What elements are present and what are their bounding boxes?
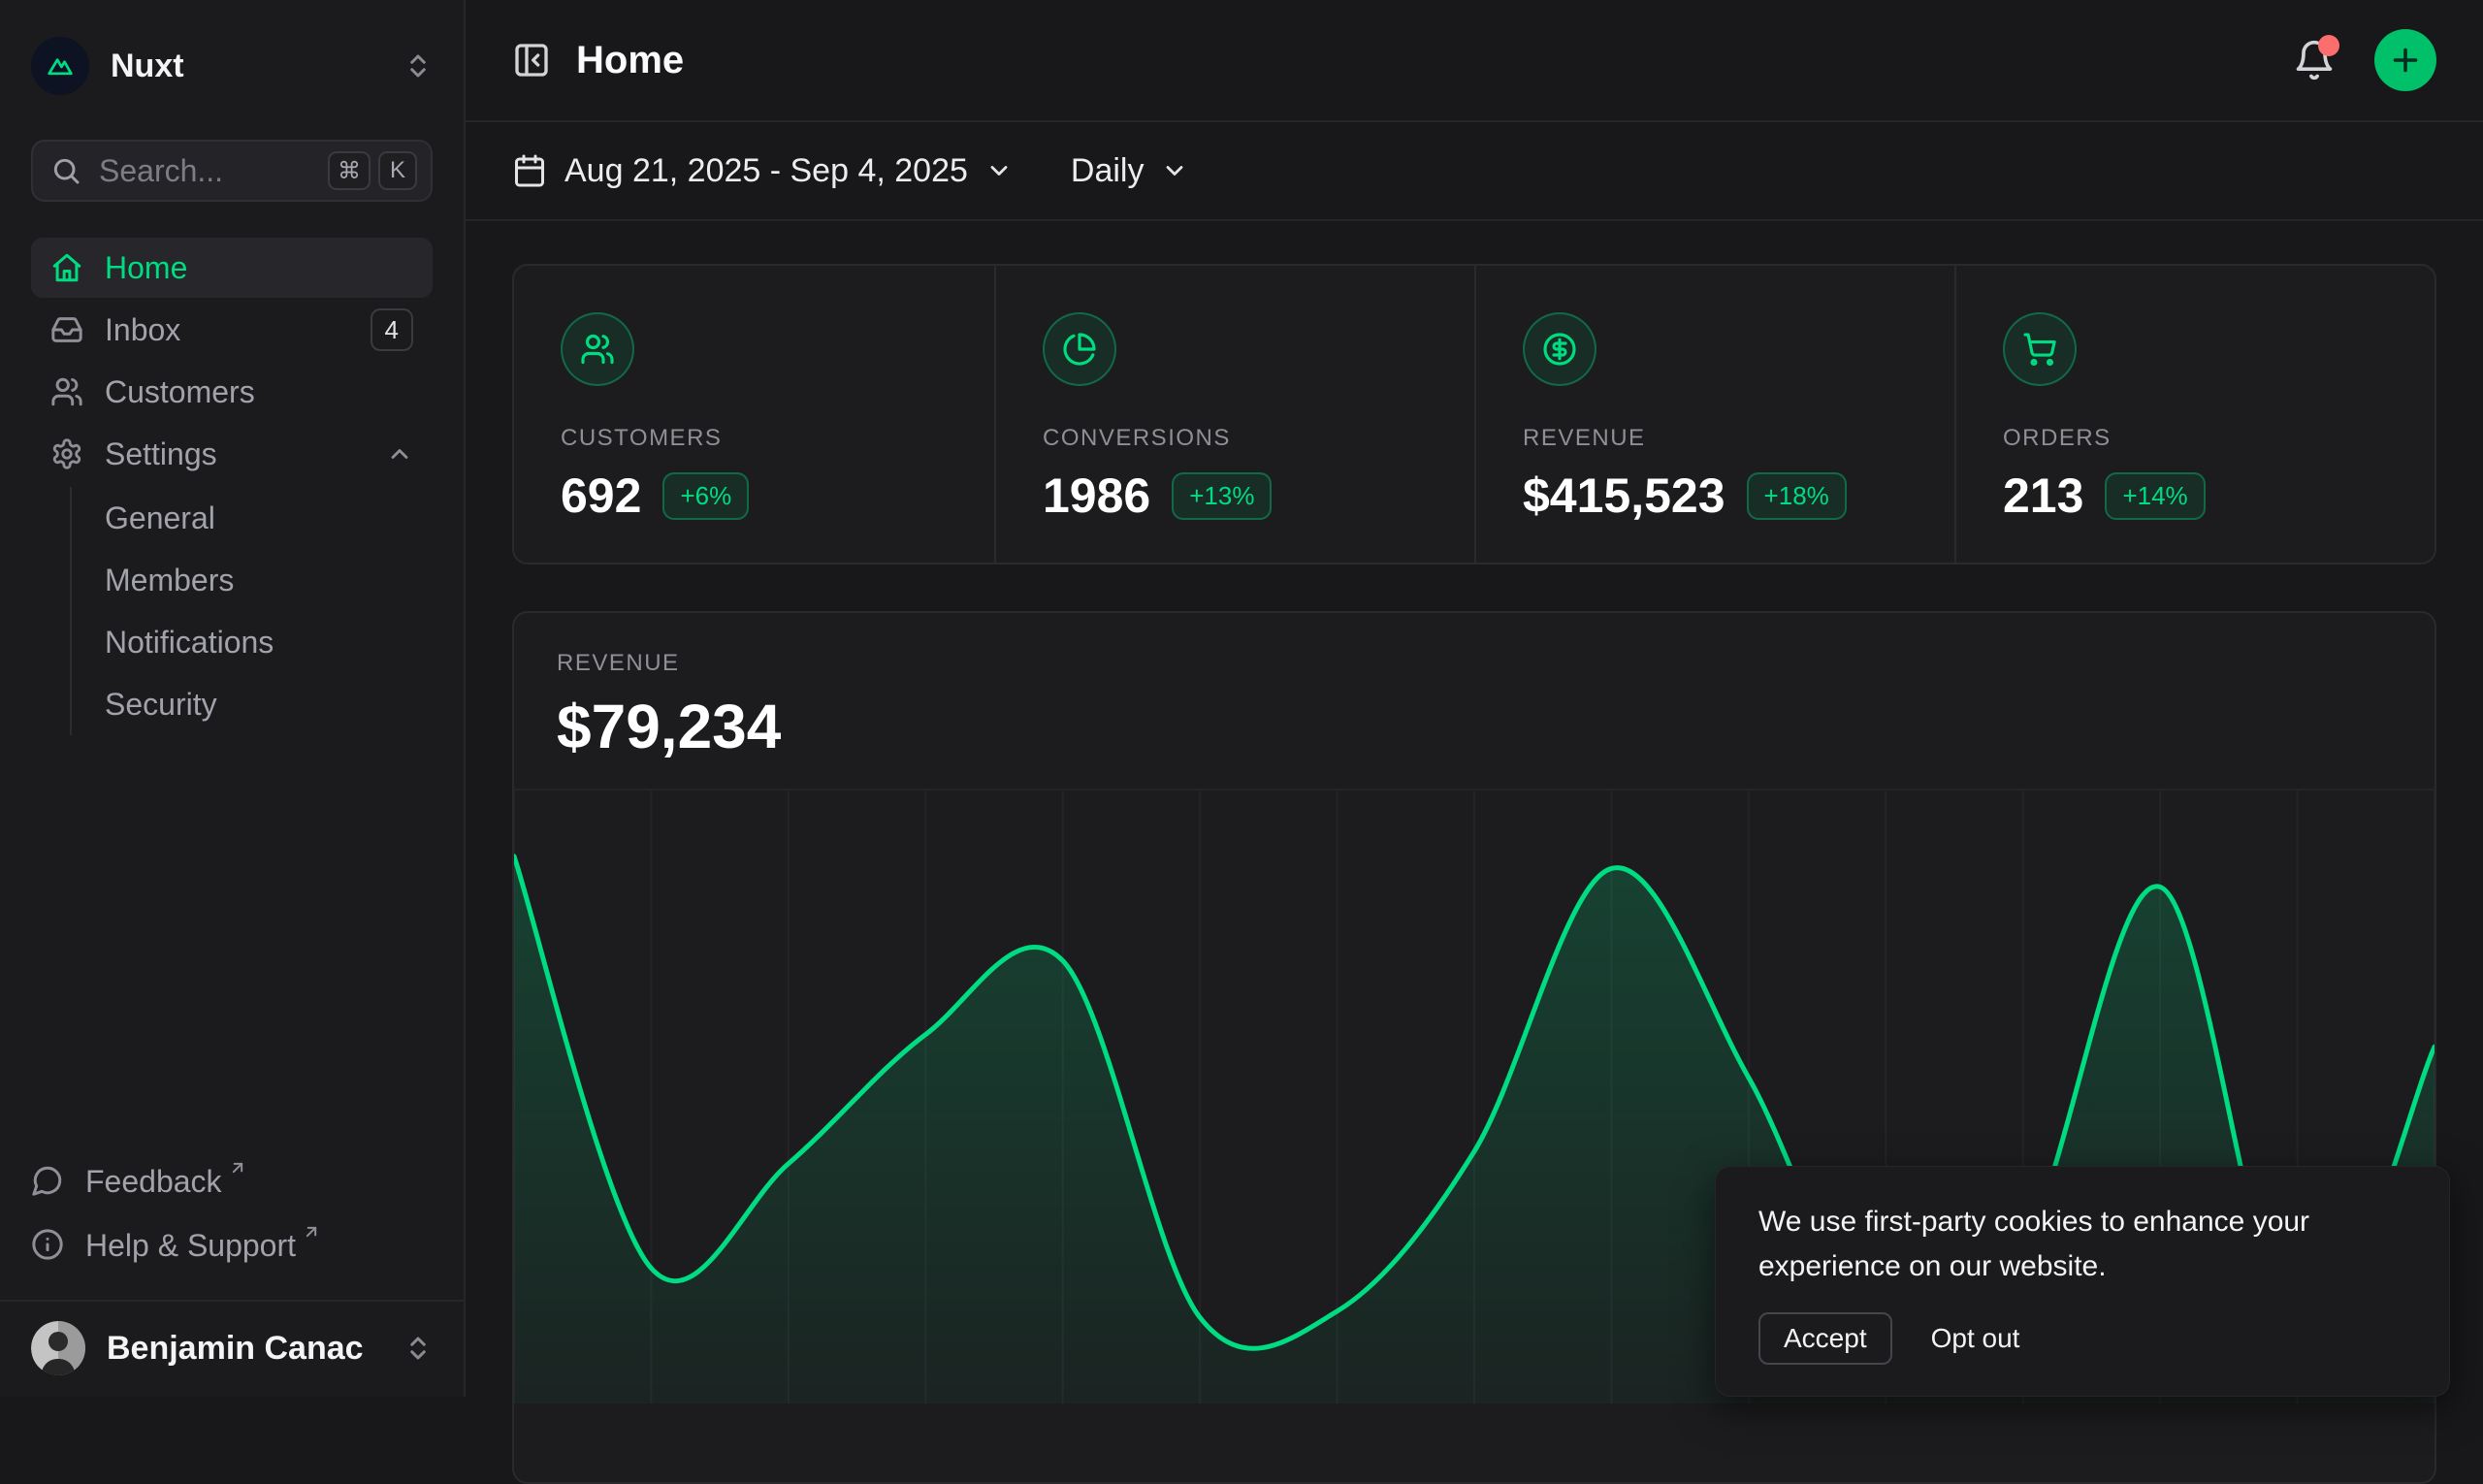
dollar-circle-icon (1523, 312, 1596, 386)
header-actions (2293, 29, 2436, 91)
cookie-banner: We use first-party cookies to enhance yo… (1715, 1166, 2450, 1397)
stat-value: 213 (2003, 468, 2084, 523)
cookie-message: We use first-party cookies to enhance yo… (1758, 1206, 2310, 1282)
area-fill (514, 855, 2435, 1403)
interval-value: Daily (1070, 151, 1145, 189)
chevron-up-icon (386, 440, 413, 468)
settings-subnav: General Members Notifications Security (70, 487, 433, 735)
chevron-down-icon (985, 157, 1013, 184)
sidebar-spacer (31, 735, 433, 1154)
kbd-meta: ⌘ (328, 151, 371, 190)
header: Home (466, 0, 2483, 122)
stat-card-conversions[interactable]: CONVERSIONS 1986 +13% (994, 266, 1474, 563)
sidebar-item-members[interactable]: Members (103, 549, 433, 611)
stats-row: CUSTOMERS 692 +6% CONVERSIONS 1986 +13% (512, 264, 2436, 565)
team-picker[interactable]: Nuxt (31, 35, 433, 97)
sidebar-item-notifications[interactable]: Notifications (103, 611, 433, 673)
accept-button[interactable]: Accept (1758, 1312, 1892, 1365)
sidebar-item-security[interactable]: Security (103, 673, 433, 735)
user-menu[interactable]: Benjamin Canac (0, 1300, 464, 1397)
stat-delta-badge: +6% (662, 471, 750, 520)
sidebar-item-label: Settings (105, 436, 217, 471)
sidebar-item-label: Inbox (105, 311, 181, 347)
stat-delta-badge: +18% (1746, 471, 1847, 520)
calendar-icon (512, 153, 547, 188)
stat-label: CONVERSIONS (1043, 425, 1231, 451)
stat-card-revenue[interactable]: REVENUE $415,523 +18% (1474, 266, 1954, 563)
stat-value: $415,523 (1523, 468, 1725, 523)
kbd-k: K (378, 151, 417, 190)
sidebar-item-label: Home (105, 249, 188, 285)
users-icon (561, 312, 634, 386)
sidebar-item-label: Customers (105, 373, 255, 409)
bell-icon (2293, 39, 2336, 81)
notification-dot (2318, 35, 2339, 56)
add-button[interactable] (2374, 29, 2436, 91)
sidebar-item-inbox[interactable]: Inbox 4 (31, 300, 433, 360)
chevron-down-icon (1161, 157, 1188, 184)
page-title: Home (576, 38, 685, 81)
sidebar-item-customers[interactable]: Customers (31, 362, 433, 422)
revenue-chart-card: REVENUE $79,234 (512, 611, 2436, 1484)
nuxt-logo-icon (31, 37, 89, 95)
feedback-label: Feedback (85, 1164, 222, 1199)
team-name: Nuxt (111, 47, 184, 84)
sidebar-item-home[interactable]: Home (31, 238, 433, 298)
sidebar-subitem-label: General (105, 500, 215, 535)
chevrons-up-down-icon (403, 51, 433, 81)
search-input[interactable]: Search... ⌘ K (31, 140, 433, 202)
stat-label: ORDERS (2003, 425, 2112, 451)
sidebar-footer: Feedback Help & Support (31, 1154, 433, 1300)
interval-select[interactable]: Daily (1071, 152, 1189, 190)
date-range-value: Aug 21, 2025 - Sep 4, 2025 (564, 151, 968, 189)
stat-value: 1986 (1043, 468, 1151, 523)
sidebar-nav: Home Inbox 4 Customers (31, 237, 433, 735)
avatar (31, 1321, 85, 1375)
opt-out-button[interactable]: Opt out (1925, 1314, 2026, 1363)
inbox-icon (50, 313, 83, 346)
search-placeholder: Search... (99, 152, 224, 188)
sidebar-subitem-label: Security (105, 686, 217, 722)
plus-icon (2388, 43, 2423, 78)
pie-chart-icon (1043, 312, 1116, 386)
search-icon (50, 155, 81, 186)
sidebar: Nuxt Search... ⌘ K Home (0, 0, 466, 1397)
home-icon (50, 251, 83, 284)
user-name: Benjamin Canac (107, 1329, 364, 1367)
date-range-picker[interactable]: Aug 21, 2025 - Sep 4, 2025 (512, 152, 1013, 190)
main-panel: Home (466, 0, 2483, 1484)
revenue-chart-label: REVENUE (557, 650, 680, 676)
info-circle-icon (31, 1228, 64, 1261)
sidebar-item-general[interactable]: General (103, 487, 433, 549)
toolbar: Aug 21, 2025 - Sep 4, 2025 Daily (466, 122, 2483, 221)
content: CUSTOMERS 692 +6% CONVERSIONS 1986 +13% (466, 221, 2483, 1484)
stat-value: 692 (561, 468, 642, 523)
stat-card-customers[interactable]: CUSTOMERS 692 +6% (514, 266, 994, 563)
revenue-chart-value: $79,234 (557, 692, 782, 761)
stat-delta-badge: +14% (2105, 471, 2206, 520)
external-link-icon (302, 1222, 321, 1242)
notifications-button[interactable] (2293, 35, 2339, 81)
sidebar-subitem-label: Members (105, 562, 235, 597)
chevrons-up-down-icon (403, 1334, 433, 1363)
stat-label: REVENUE (1523, 425, 1646, 451)
stat-card-orders[interactable]: ORDERS 213 +14% (1954, 266, 2435, 563)
stat-label: CUSTOMERS (561, 425, 723, 451)
feedback-link[interactable]: Feedback (31, 1154, 433, 1218)
shopping-cart-icon (2003, 312, 2077, 386)
revenue-line (514, 854, 2435, 1359)
sidebar-subitem-label: Notifications (105, 624, 274, 660)
search-shortcut: ⌘ K (328, 151, 417, 190)
sidebar-item-settings[interactable]: Settings (31, 424, 433, 484)
inbox-count-badge: 4 (370, 307, 413, 352)
stat-delta-badge: +13% (1172, 471, 1273, 520)
chat-bubble-icon (31, 1164, 64, 1197)
users-icon (50, 375, 83, 408)
help-support-link[interactable]: Help & Support (31, 1218, 433, 1282)
sidebar-collapse-icon[interactable] (512, 41, 551, 80)
external-link-icon (228, 1158, 247, 1178)
gear-icon (50, 437, 83, 470)
help-support-label: Help & Support (85, 1228, 297, 1263)
